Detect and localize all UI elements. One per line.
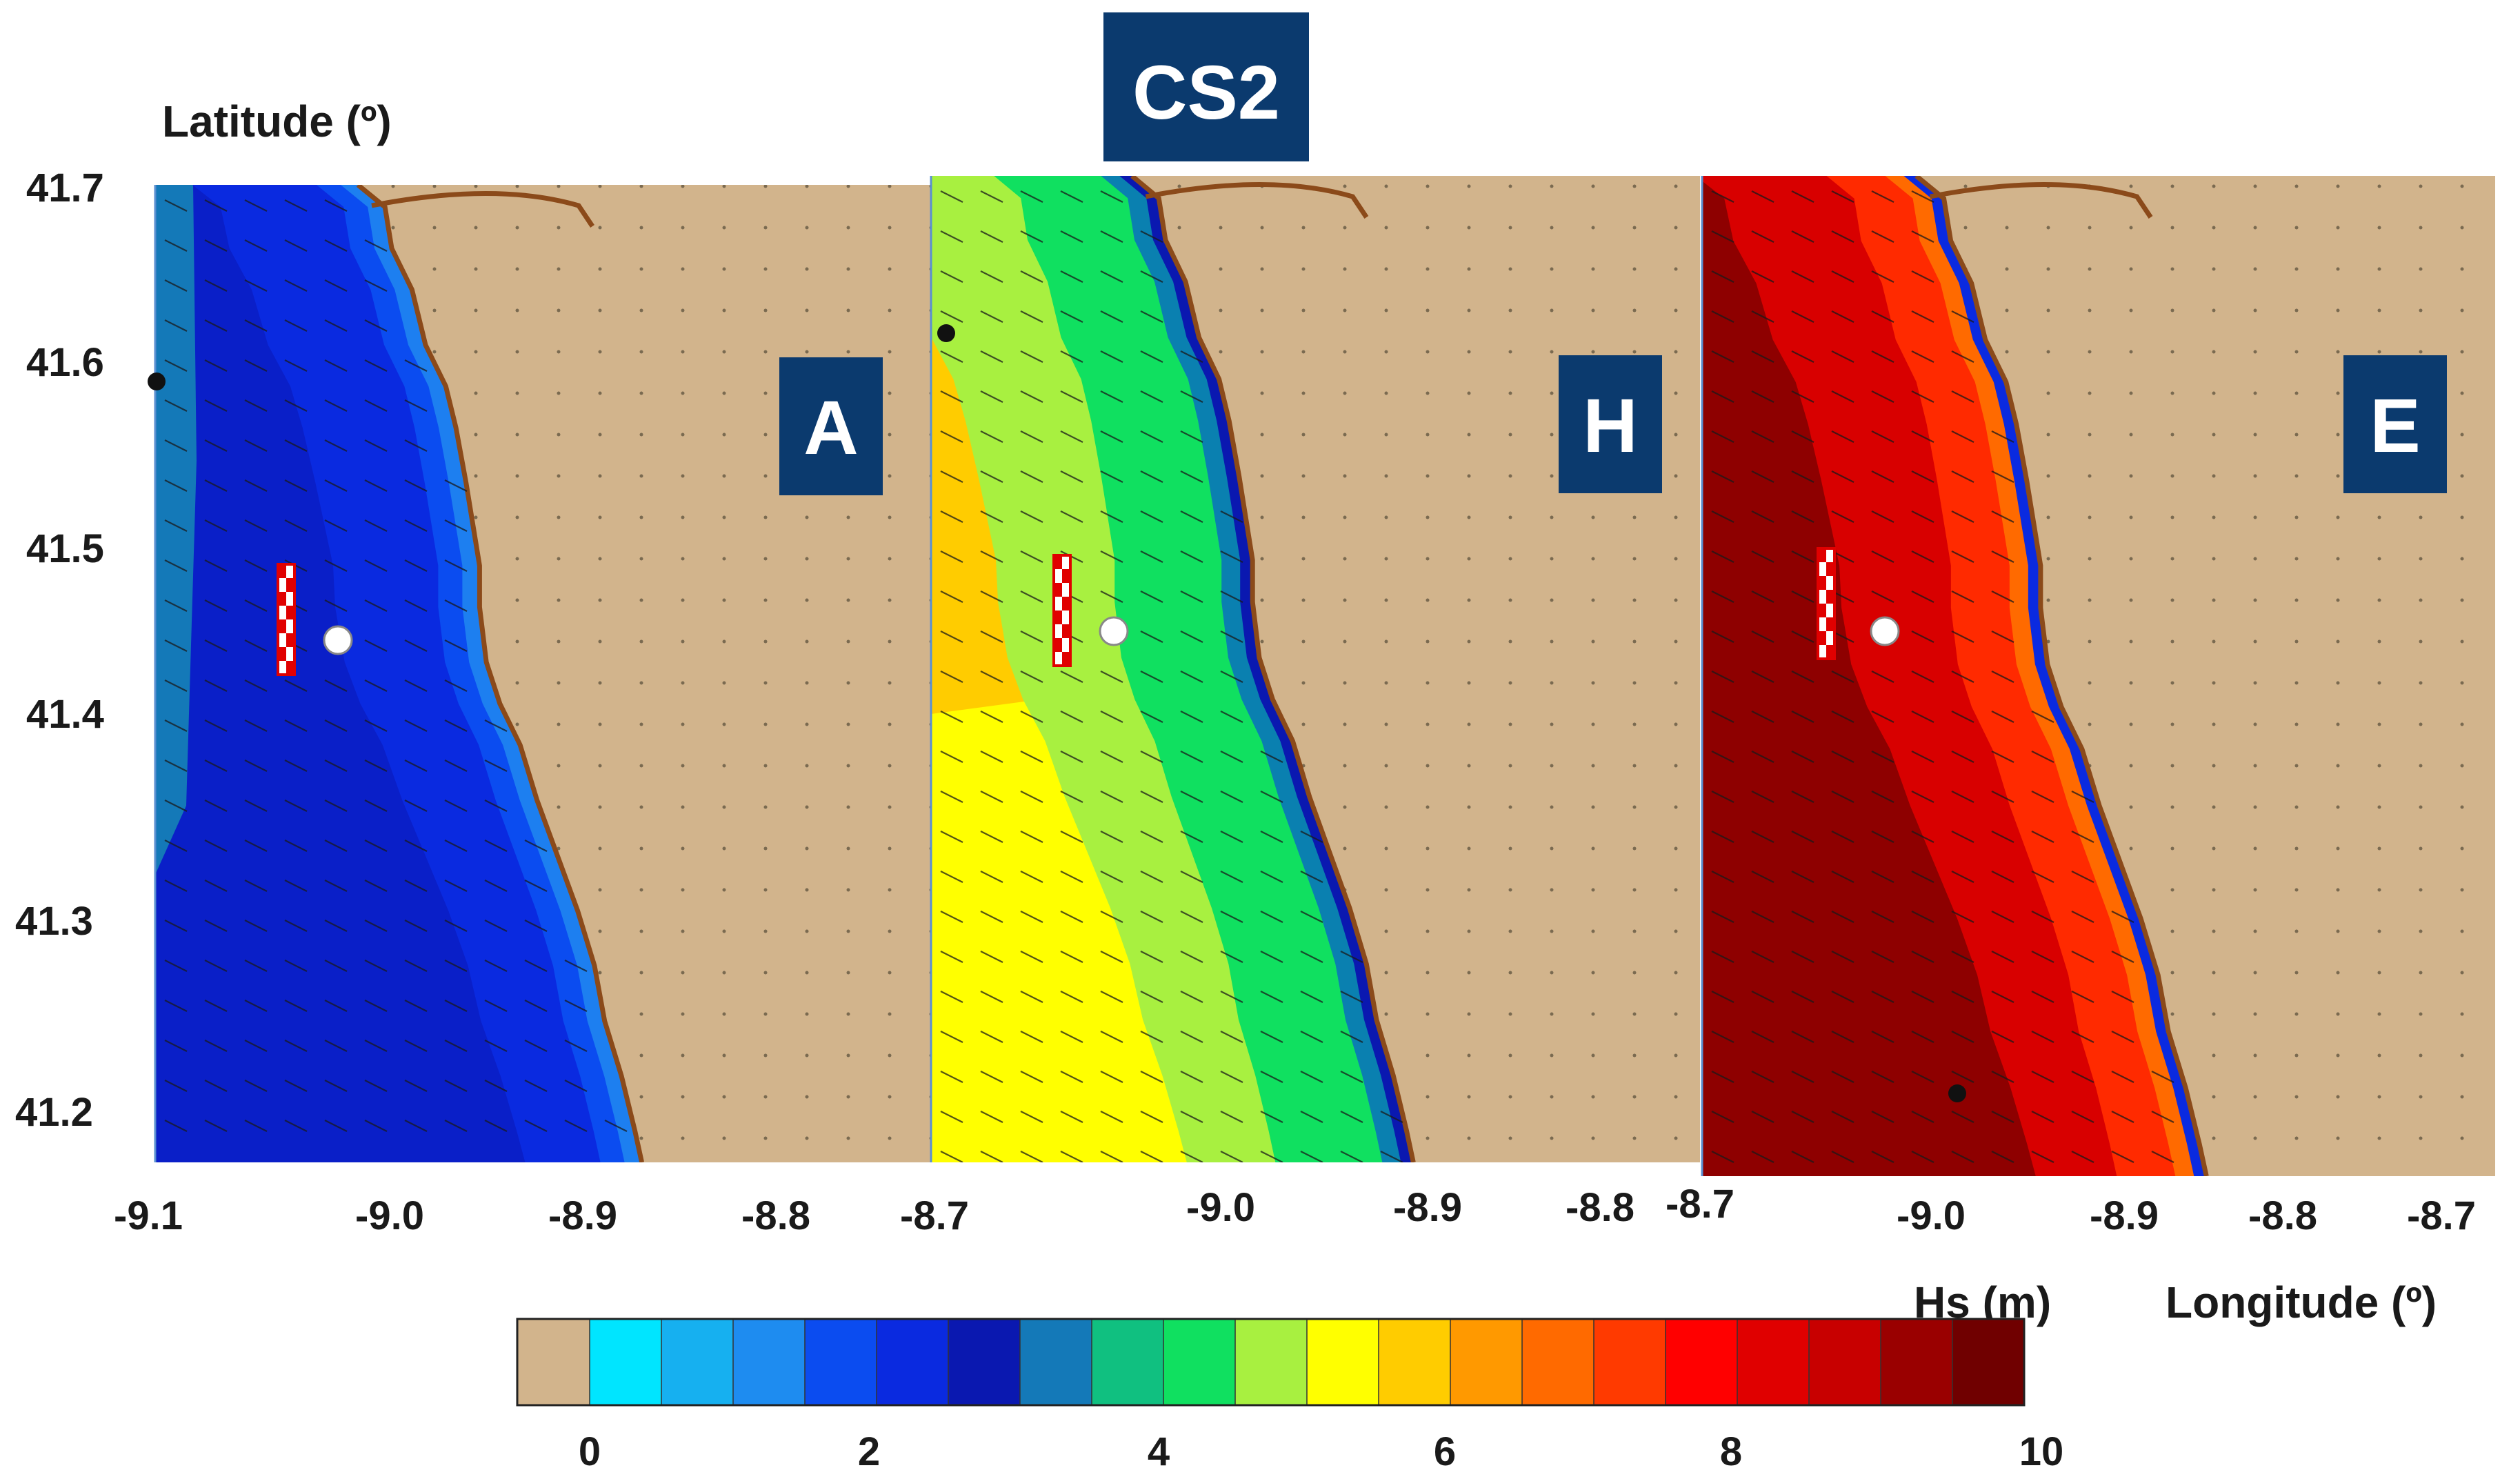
colorbar-tick-label: 0 <box>579 1429 601 1474</box>
point-marker <box>148 373 166 390</box>
colorbar-swatch <box>877 1319 949 1405</box>
colorbar-swatch <box>1809 1319 1881 1405</box>
longitude-tick-label: -8.9 <box>1393 1185 1462 1230</box>
latitude-tick-label: 41.3 <box>15 899 93 944</box>
panel-label: E <box>2370 384 2420 468</box>
colorbar-swatch <box>1881 1319 1953 1405</box>
latitude-tick-label: 41.5 <box>26 526 104 571</box>
colorbar-swatch <box>1666 1319 1738 1405</box>
colorbar-swatch <box>805 1319 877 1405</box>
latitude-tick-label: 41.4 <box>26 692 104 737</box>
longitude-tick-label: -9.0 <box>355 1193 424 1238</box>
panel-badge <box>1559 355 1662 493</box>
colorbar-swatch <box>1594 1319 1666 1405</box>
colorbar-swatch <box>661 1319 734 1405</box>
colorbar-swatch <box>1737 1319 1810 1405</box>
latitude-tick-label: 41.6 <box>26 340 104 385</box>
colorbar-tick-label: 10 <box>2019 1429 2064 1474</box>
colorbar-swatch <box>1307 1319 1379 1405</box>
map-panel-a <box>155 185 931 1162</box>
figure-title: CS2 <box>1132 50 1280 135</box>
longitude-tick-labels: -9.1 -9.0 -8.9 -8.8 -8.7 -9.0 -8.9 -8.8 -8.7 -9.0… <box>114 1182 2476 1238</box>
longitude-tick-label: -8.8 <box>741 1193 810 1238</box>
latitude-tick-label: 41.7 <box>26 166 104 210</box>
colorbar-tick-label: 2 <box>858 1429 880 1474</box>
longitude-tick-label: -8.9 <box>548 1193 617 1238</box>
location-marker <box>323 625 353 655</box>
panel-label: H <box>1583 384 1637 468</box>
longitude-tick-label: -9.0 <box>1186 1185 1255 1230</box>
latitude-tick-labels: 41.7 41.6 41.5 41.4 41.3 41.2 <box>15 166 104 1135</box>
colorbar-swatch <box>1092 1319 1164 1405</box>
colorbar-swatch <box>1522 1319 1594 1405</box>
longitude-tick-label: -8.9 <box>2090 1193 2159 1238</box>
longitude-tick-label: -8.8 <box>2248 1193 2317 1238</box>
colorbar-swatch <box>1450 1319 1523 1405</box>
latitude-tick-label: 41.2 <box>15 1090 93 1135</box>
colorbar-swatch <box>733 1319 806 1405</box>
longitude-tick-label: -8.7 <box>900 1193 969 1238</box>
colorbar-swatch <box>1020 1319 1092 1405</box>
colorbar-swatch <box>948 1319 1021 1405</box>
colorbar-land-swatch <box>517 1319 590 1405</box>
colorbar-swatch <box>590 1319 662 1405</box>
x-axis-label: Longitude (º) <box>2166 1278 2437 1327</box>
longitude-tick-label: -8.7 <box>2407 1193 2476 1238</box>
location-marker <box>1870 616 1900 646</box>
map-panel-e <box>1702 176 2495 1176</box>
longitude-tick-label: -8.7 <box>1666 1182 1734 1227</box>
map-panel-h <box>931 176 1700 1162</box>
colorbar-tick-label: 4 <box>1148 1429 1170 1474</box>
colorbar-swatch <box>1235 1319 1308 1405</box>
colorbar-swatch <box>1379 1319 1451 1405</box>
hs-colorbar: 0 2 4 6 8 10 <box>516 1318 2064 1474</box>
point-marker <box>1948 1084 1966 1102</box>
panel-label: A <box>803 386 858 470</box>
colorbar-swatch <box>1163 1319 1236 1405</box>
longitude-tick-label: -9.0 <box>1897 1193 1966 1238</box>
colorbar-tick-label: 8 <box>1720 1429 1742 1474</box>
colorbar-tick-label: 6 <box>1434 1429 1456 1474</box>
location-marker <box>1099 616 1129 646</box>
point-marker <box>937 324 955 342</box>
y-axis-label: Latitude (º) <box>162 97 392 146</box>
longitude-tick-label: -8.8 <box>1566 1185 1634 1230</box>
colorbar-swatch <box>1952 1319 2025 1405</box>
longitude-tick-label: -9.1 <box>114 1193 183 1238</box>
panel-badge <box>2343 355 2447 493</box>
panel-badge <box>779 357 883 495</box>
title-badge: CS2 <box>1103 12 1309 161</box>
